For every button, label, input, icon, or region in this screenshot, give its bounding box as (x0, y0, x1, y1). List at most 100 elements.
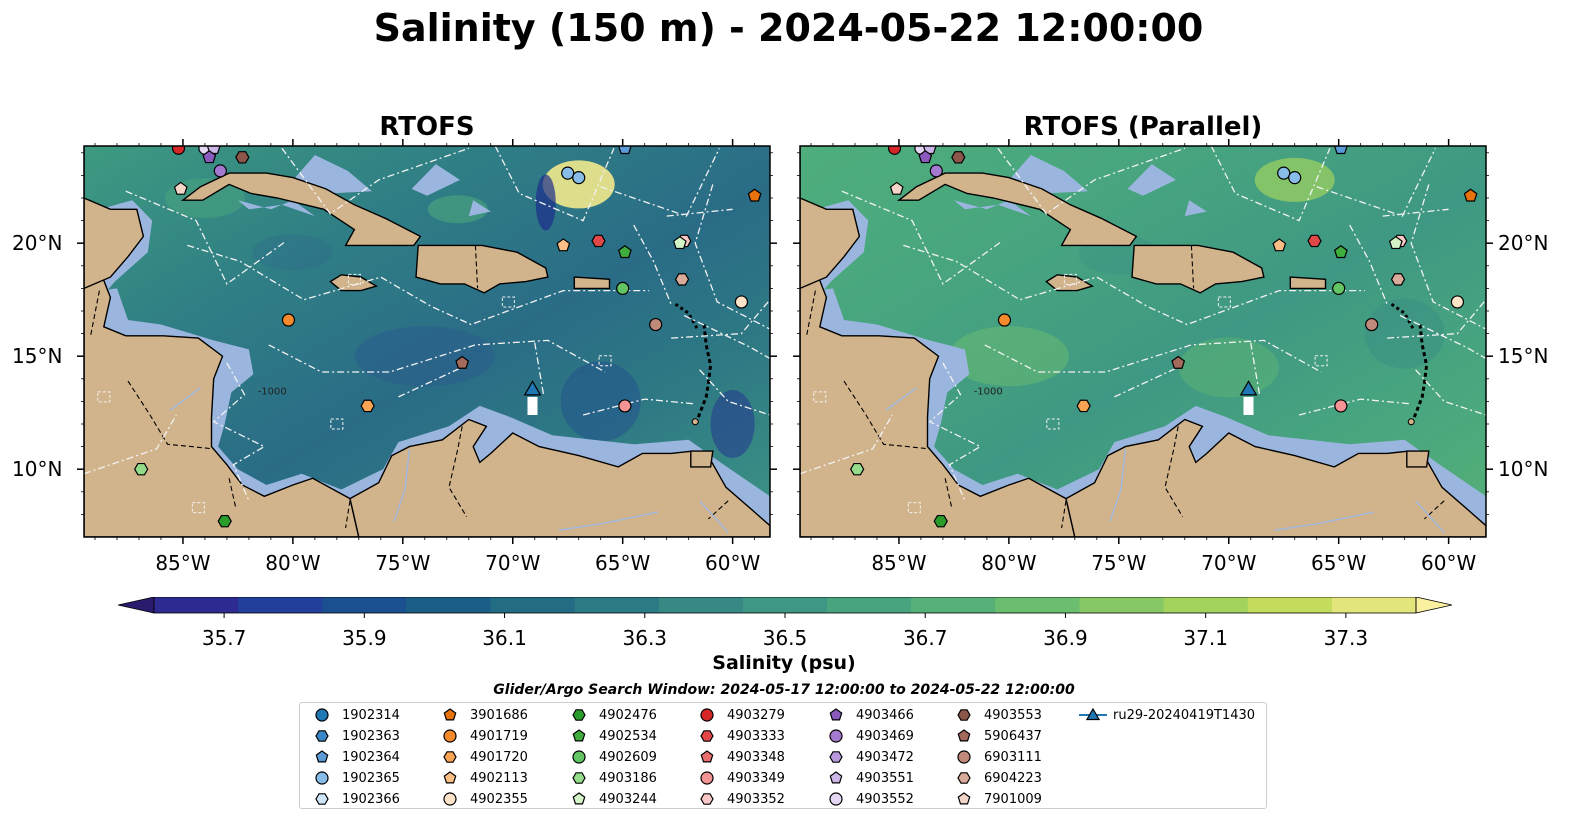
legend-label: 7901009 (984, 791, 1042, 807)
shelf-region (468, 200, 491, 217)
eez-boundary (1314, 355, 1328, 367)
legend-marker-icon (443, 792, 457, 806)
eez-boundary (671, 299, 770, 339)
eez-boundary (598, 355, 612, 367)
glider-marker (1239, 380, 1258, 396)
legend-label: ru29-20240419T1430 (1113, 707, 1256, 723)
lat-label-right: 10°N (1498, 457, 1549, 482)
map-frame (83, 145, 771, 538)
legend-item: 4903352 (693, 789, 785, 809)
legend-marker-icon (829, 792, 843, 806)
legend-marker-icon (572, 709, 586, 721)
legend-item: 4902609 (565, 747, 657, 767)
colorbar-bin (574, 597, 660, 613)
legend-symbol (829, 708, 843, 721)
colorbar-bin (1163, 597, 1249, 613)
legend-item: 1902364 (308, 747, 400, 767)
legend-item: 1902314 (308, 705, 400, 725)
country-border (708, 500, 729, 520)
legend-marker-icon (829, 771, 843, 784)
legend-item: 4902476 (565, 705, 657, 725)
legend-item: 4903551 (822, 768, 914, 788)
float-marker-4903553 (235, 151, 250, 164)
float-marker-4901720 (360, 399, 375, 413)
colorbar-tick-label: 37.1 (1183, 626, 1228, 650)
river (169, 387, 201, 411)
legend-item: 1902366 (308, 789, 400, 809)
legend-symbol (443, 729, 457, 743)
float-marker-4903279 (887, 146, 902, 155)
legend-marker-icon (829, 729, 843, 743)
lat-label-right: 20°N (1498, 231, 1549, 256)
salinity-anomaly (560, 361, 641, 442)
legend-label: 4902476 (599, 707, 657, 723)
legend-label: 4902534 (599, 728, 657, 744)
float-marker-6903111 (649, 317, 663, 332)
legend-symbol (315, 708, 329, 722)
eez-boundary (494, 146, 615, 222)
float-marker-4903469 (213, 164, 227, 178)
float-marker-6903111 (1365, 317, 1379, 332)
legend-symbol (315, 750, 329, 763)
legend-label: 4903348 (727, 749, 785, 765)
float-marker-6904223 (674, 273, 690, 286)
colorbar-tick-label: 35.9 (342, 626, 387, 650)
country-border (1190, 245, 1195, 289)
legend-label: 4903333 (727, 728, 785, 744)
legend-symbol (572, 729, 586, 742)
eez-boundary (928, 362, 982, 502)
eez-boundary (534, 342, 545, 395)
eez-boundary (600, 148, 720, 217)
legend-symbol (700, 771, 714, 785)
colorbar-label: Salinity (psu) (712, 652, 856, 674)
legend-item: 3901686 (436, 705, 528, 725)
legend-symbol (829, 771, 843, 784)
river (1274, 511, 1375, 531)
country-border (843, 380, 930, 450)
colorbar-extend-high (1415, 597, 1452, 614)
eez-boundary (1382, 208, 1449, 217)
legend-symbol (572, 772, 586, 784)
map-panel-rtofs-parallel: -1000 (793, 139, 1493, 544)
eez-boundary (1415, 369, 1486, 416)
float-marker-7901009 (889, 181, 904, 195)
legend-title: Glider/Argo Search Window: 2024-05-17 12… (493, 682, 1075, 698)
legend-label: 5906437 (984, 728, 1042, 744)
eez-boundary (347, 273, 361, 285)
legend-symbol (315, 730, 329, 742)
land-cuba (180, 172, 422, 247)
lat-label-left: 20°N (12, 231, 63, 256)
country-border (448, 426, 468, 517)
float-marker-3901686 (1463, 188, 1478, 202)
land-central (84, 246, 360, 537)
legend-label: 1902366 (342, 791, 400, 807)
lon-label-right: 65°W (1311, 551, 1367, 575)
legend-marker-icon (315, 750, 329, 763)
float-marker-4901720 (1076, 399, 1091, 413)
colorbar-bin (742, 597, 828, 613)
legend-item: 1902365 (308, 768, 400, 788)
colorbar-bin (1331, 597, 1417, 613)
legend-item: 4903349 (693, 768, 785, 788)
legend-item: 4903333 (693, 726, 785, 746)
float-marker-1902365 (1277, 166, 1291, 180)
float-marker-4903186 (849, 462, 865, 476)
lon-label-left: 80°W (265, 551, 321, 575)
legend-item: 4903553 (950, 705, 1042, 725)
legend-symbol (443, 771, 457, 784)
float-marker-4902476 (933, 514, 948, 528)
float-marker-4902113 (1272, 238, 1287, 252)
land-jamaica (329, 274, 379, 292)
colorbar-tick-label: 36.9 (1043, 626, 1088, 650)
lon-label-right: 75°W (1091, 551, 1147, 575)
salinity-anomaly (948, 326, 1069, 387)
land-trinidad (1406, 450, 1430, 468)
legend-item: 4902534 (565, 726, 657, 746)
isobath-label: -1000 (974, 387, 1003, 398)
legend-symbol (315, 793, 329, 805)
lon-label-left: 70°W (485, 551, 541, 575)
legend-label: 1902314 (342, 707, 400, 723)
legend-item: 4903469 (822, 726, 914, 746)
land-west (84, 146, 145, 290)
legend-marker-icon (957, 729, 971, 742)
